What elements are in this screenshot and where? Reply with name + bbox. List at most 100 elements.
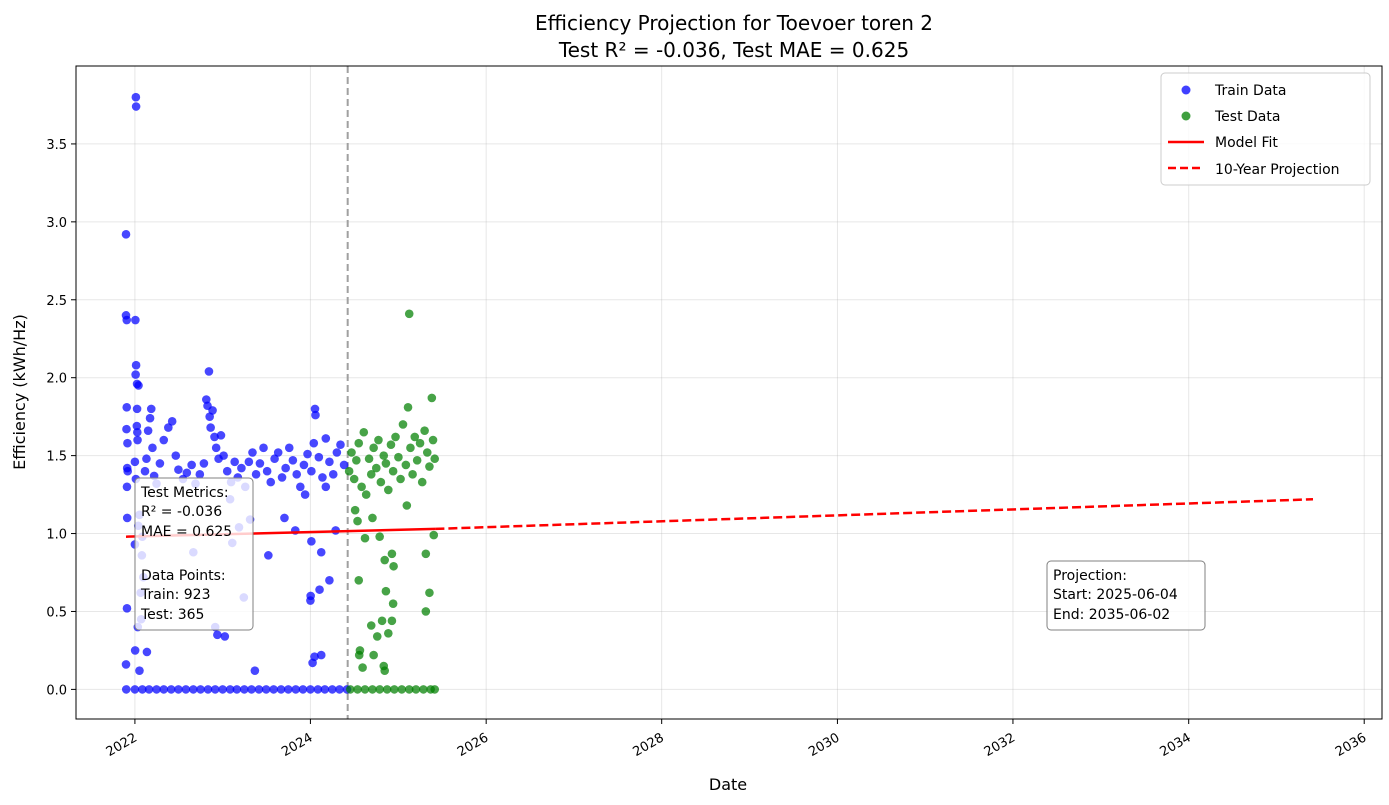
train-data-point <box>307 537 316 546</box>
train-data-point <box>220 632 230 641</box>
train-data-point <box>315 585 324 594</box>
test-data-point <box>354 438 364 448</box>
test-data-point <box>364 454 374 464</box>
train-data-point <box>203 685 213 694</box>
test-data-point <box>374 435 383 445</box>
test-data-point <box>386 440 396 450</box>
train-data-point <box>133 427 142 437</box>
train-data-point <box>308 658 317 668</box>
train-data-point <box>131 92 141 102</box>
chart-title: Efficiency Projection for Toevoer toren … <box>535 11 933 35</box>
test-data-point <box>389 561 398 571</box>
train-data-point <box>316 650 326 660</box>
test-data-point <box>377 616 387 626</box>
train-data-point <box>259 443 268 453</box>
train-data-point <box>300 490 310 499</box>
train-data-point <box>269 685 278 694</box>
test-data-point <box>358 663 367 672</box>
test-data-point <box>360 533 370 543</box>
train-data-point <box>328 470 338 479</box>
metrics-box: Test Metrics: R² = -0.036 MAE = 0.625 Da… <box>134 477 254 631</box>
train-data-point <box>122 315 132 325</box>
test-data-point <box>368 685 377 694</box>
test-data-point <box>430 454 440 464</box>
test-data-point <box>430 685 440 694</box>
test-data-point <box>359 427 369 437</box>
projection-box: Projection: Start: 2025-06-04 End: 2035-… <box>1046 560 1206 631</box>
train-data-point <box>123 438 132 448</box>
train-data-point <box>135 666 144 675</box>
train-data-point <box>132 404 142 414</box>
train-data-point <box>283 685 293 694</box>
test-data-point <box>384 485 393 495</box>
train-data-point <box>145 413 155 423</box>
train-data-point <box>131 315 140 325</box>
train-data-point <box>133 435 142 445</box>
test-data-point <box>420 426 429 435</box>
train-data-point <box>311 410 320 420</box>
train-data-point <box>134 381 143 390</box>
train-data-point <box>130 646 140 655</box>
test-data-point <box>361 490 371 499</box>
train-data-point <box>195 470 205 479</box>
train-data-point <box>232 685 242 694</box>
train-data-point <box>247 685 256 694</box>
train-data-point <box>130 685 140 694</box>
train-data-point <box>222 466 232 476</box>
train-data-point <box>320 685 330 694</box>
train-data-point <box>210 432 219 442</box>
train-data-point <box>314 452 324 462</box>
test-data-point <box>387 616 397 626</box>
train-data-point <box>131 102 141 111</box>
test-data-point <box>390 685 399 694</box>
train-data-point <box>122 604 132 613</box>
train-data-point <box>309 438 319 448</box>
legend-projection-label: 10-Year Projection <box>1215 162 1340 178</box>
train-data-point <box>182 468 192 478</box>
legend-train-label: Train Data <box>1214 83 1286 99</box>
legend-train-marker <box>1181 85 1191 95</box>
train-data-point <box>204 367 214 376</box>
test-data-point <box>412 455 422 465</box>
train-data-point <box>313 685 323 694</box>
train-data-point <box>159 435 169 445</box>
test-data-point <box>371 463 381 473</box>
train-data-point <box>292 470 302 479</box>
test-data-point <box>384 628 393 638</box>
train-data-point <box>298 685 308 694</box>
train-data-point <box>264 551 273 560</box>
train-data-point <box>284 443 294 453</box>
projection-line: Start: 2025-06-04 <box>1053 587 1178 603</box>
train-data-point <box>230 457 239 467</box>
test-data-point <box>353 516 362 526</box>
test-data-point <box>352 455 361 465</box>
metrics-line: Test Metrics: <box>140 485 229 501</box>
train-data-point <box>239 685 249 694</box>
y-axis-label: Efficiency (kWh/Hz) <box>10 314 29 470</box>
train-data-point <box>121 685 131 694</box>
train-data-point <box>155 459 165 468</box>
train-data-point <box>130 457 140 467</box>
projection-box-frame <box>1046 560 1206 631</box>
test-data-point <box>404 309 414 319</box>
test-data-point <box>406 443 415 453</box>
projection-line: End: 2035-06-02 <box>1053 607 1170 623</box>
test-data-point <box>375 685 384 694</box>
train-data-point <box>146 404 156 414</box>
train-data-point <box>316 547 326 557</box>
test-data-point <box>427 393 437 403</box>
train-data-point <box>213 630 222 640</box>
test-data-point <box>375 532 384 541</box>
train-data-point <box>218 685 227 694</box>
train-data-point <box>276 685 286 694</box>
test-data-point <box>357 482 366 492</box>
test-data-point <box>428 435 438 445</box>
train-data-point <box>281 463 290 473</box>
train-data-point <box>250 666 260 675</box>
test-data-point <box>425 462 434 471</box>
train-data-point <box>189 685 198 694</box>
train-data-point <box>132 421 142 431</box>
train-data-point <box>131 360 141 370</box>
train-data-point <box>122 513 132 523</box>
test-data-point <box>421 607 431 616</box>
